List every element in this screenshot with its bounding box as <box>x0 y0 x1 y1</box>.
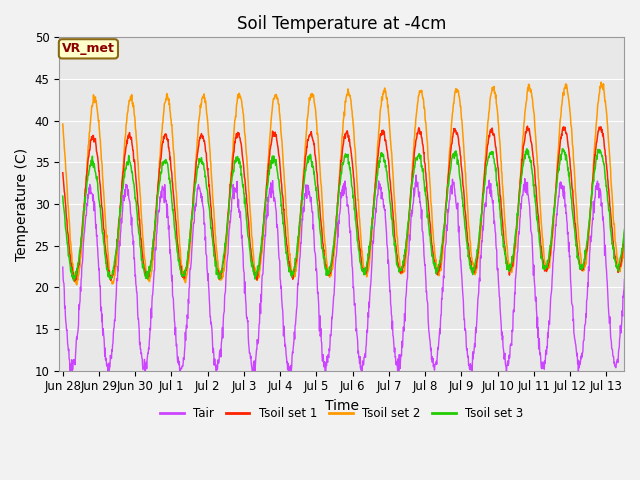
Tsoil set 1 <box>71 278 79 284</box>
Tsoil set 1 <box>125 130 133 135</box>
Tsoil set 2 <box>103 234 111 240</box>
Line: Tsoil set 2: Tsoil set 2 <box>63 82 625 285</box>
Tsoil set 1 <box>103 252 111 258</box>
Tsoil set 2 <box>73 282 81 288</box>
Tsoil set 3 <box>379 154 387 159</box>
Tsoil set 3 <box>298 204 305 209</box>
Tsoil set 1 <box>524 123 531 129</box>
Tsoil set 2 <box>379 91 387 97</box>
Line: Tsoil set 1: Tsoil set 1 <box>63 126 625 281</box>
Tsoil set 1 <box>309 138 317 144</box>
Tsoil set 2 <box>319 217 327 223</box>
Tsoil set 1 <box>319 241 327 247</box>
Tair <box>319 352 327 358</box>
Tair <box>103 363 111 369</box>
Tsoil set 3 <box>319 252 327 257</box>
Tsoil set 3 <box>621 227 628 232</box>
Tsoil set 2 <box>298 202 305 207</box>
Tsoil set 3 <box>59 193 67 199</box>
Tsoil set 2 <box>309 94 317 100</box>
X-axis label: Time: Time <box>325 399 359 413</box>
Tair <box>379 196 387 202</box>
Y-axis label: Temperature (C): Temperature (C) <box>15 147 29 261</box>
Tsoil set 2 <box>597 79 605 85</box>
Tair <box>309 227 317 232</box>
Tsoil set 2 <box>59 121 67 127</box>
Tsoil set 2 <box>125 98 133 104</box>
Tsoil set 3 <box>309 164 317 169</box>
Tair <box>298 230 305 236</box>
Tsoil set 3 <box>103 266 111 272</box>
Tair <box>412 172 420 178</box>
Line: Tsoil set 3: Tsoil set 3 <box>63 149 625 281</box>
Tsoil set 3 <box>70 278 77 284</box>
Tair <box>59 264 67 270</box>
Text: VR_met: VR_met <box>62 42 115 55</box>
Tsoil set 3 <box>125 157 133 163</box>
Tair <box>67 373 74 379</box>
Tair <box>621 276 628 282</box>
Legend: Tair, Tsoil set 1, Tsoil set 2, Tsoil set 3: Tair, Tsoil set 1, Tsoil set 2, Tsoil se… <box>156 402 528 425</box>
Title: Soil Temperature at -4cm: Soil Temperature at -4cm <box>237 15 447 33</box>
Tsoil set 2 <box>621 239 628 245</box>
Tsoil set 1 <box>59 170 67 176</box>
Tsoil set 1 <box>379 132 387 137</box>
Line: Tair: Tair <box>63 175 625 376</box>
Tsoil set 1 <box>621 230 628 236</box>
Tsoil set 1 <box>298 198 305 204</box>
Tsoil set 3 <box>559 146 567 152</box>
Tair <box>125 198 133 204</box>
